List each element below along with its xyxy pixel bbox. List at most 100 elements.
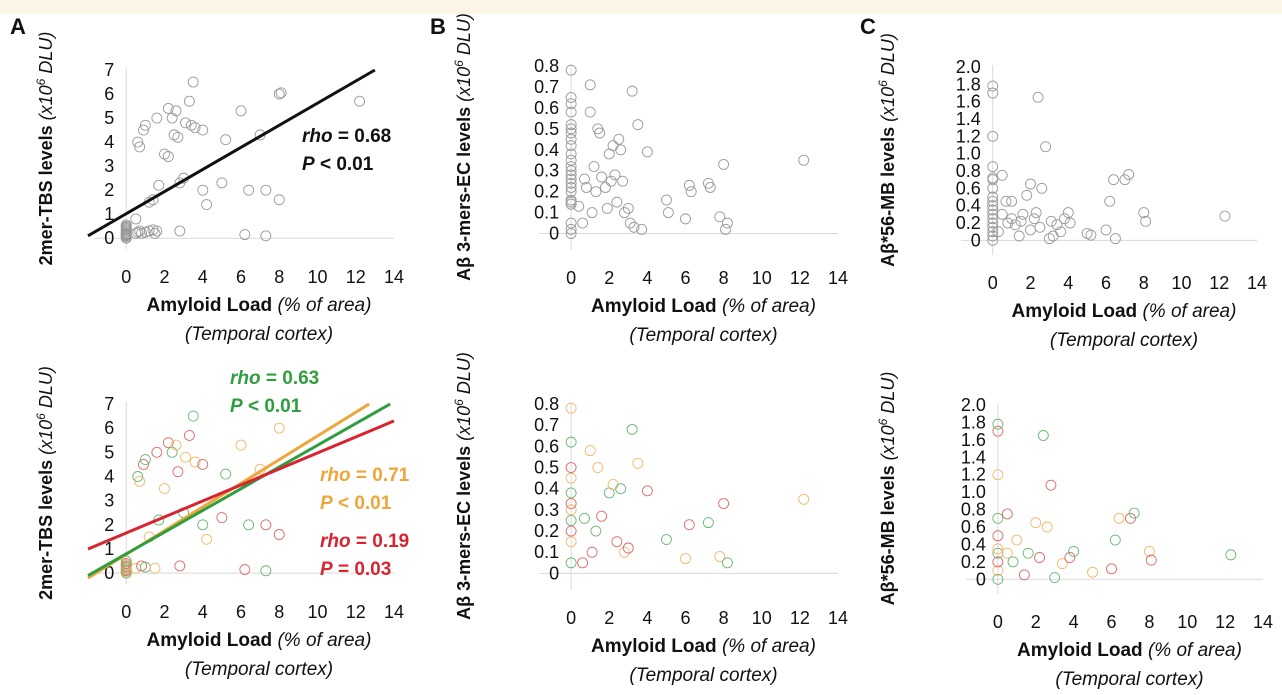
data-point bbox=[992, 226, 1004, 238]
rho-annotation: rho = 0.68 bbox=[302, 126, 391, 147]
data-point bbox=[1068, 545, 1080, 557]
data-point bbox=[130, 562, 142, 574]
data-point bbox=[1007, 556, 1019, 568]
panel-letter-a: A bbox=[10, 14, 26, 39]
data-point bbox=[1104, 195, 1116, 207]
data-point bbox=[1045, 215, 1057, 227]
data-point bbox=[172, 131, 184, 143]
data-point bbox=[592, 462, 604, 473]
data-point bbox=[992, 573, 1004, 585]
data-point bbox=[987, 217, 999, 229]
y-tick-label: 0 bbox=[976, 569, 986, 589]
data-point bbox=[243, 519, 255, 531]
x-axis-label: Amyloid Load (% of area) bbox=[1017, 640, 1242, 661]
data-point bbox=[239, 229, 251, 241]
data-point bbox=[714, 551, 726, 562]
data-point bbox=[611, 536, 623, 548]
data-point bbox=[565, 91, 577, 103]
data-point bbox=[1128, 507, 1140, 519]
data-point bbox=[1051, 219, 1063, 231]
x-tick-label: 12 bbox=[346, 267, 366, 287]
trendline-green bbox=[87, 402, 391, 577]
data-point bbox=[992, 425, 1004, 437]
data-point bbox=[120, 558, 132, 569]
data-point bbox=[683, 179, 695, 191]
data-point bbox=[565, 161, 577, 172]
data-point bbox=[1030, 517, 1042, 529]
x-axis-label: Amyloid Load (% of area) bbox=[147, 295, 372, 316]
data-point bbox=[201, 533, 213, 545]
data-point bbox=[1100, 224, 1112, 236]
data-point bbox=[235, 439, 247, 451]
data-point bbox=[987, 221, 999, 233]
data-point bbox=[992, 530, 1004, 542]
data-point bbox=[139, 454, 151, 466]
data-point bbox=[1062, 207, 1074, 219]
x-tick-label: 6 bbox=[1106, 612, 1116, 632]
y-tick-label: 0.2 bbox=[961, 552, 986, 572]
y-tick-label: 1.8 bbox=[961, 412, 986, 432]
data-point bbox=[120, 219, 132, 231]
data-point bbox=[180, 117, 191, 129]
data-point bbox=[565, 123, 577, 135]
data-point bbox=[130, 213, 142, 225]
data-point bbox=[170, 105, 182, 117]
x-tick-label: 2 bbox=[1031, 612, 1041, 632]
data-point bbox=[622, 542, 634, 554]
data-point bbox=[1015, 215, 1027, 227]
data-point bbox=[1087, 566, 1099, 578]
data-point bbox=[718, 158, 730, 170]
x-tick-label: 0 bbox=[566, 608, 576, 628]
data-point bbox=[586, 546, 598, 558]
y-tick-label: 1.4 bbox=[956, 109, 981, 129]
data-point bbox=[1001, 508, 1013, 520]
chart-c-top: 00.20.40.60.81.01.21.41.61.82.00 2 4 6 8 10 12… bbox=[876, 33, 1267, 351]
data-point bbox=[718, 498, 730, 509]
data-point bbox=[166, 112, 178, 124]
data-point bbox=[1041, 521, 1053, 533]
data-point bbox=[615, 483, 627, 495]
data-point bbox=[714, 211, 726, 223]
y-tick-label: 6 bbox=[104, 84, 114, 104]
data-point bbox=[138, 124, 149, 136]
data-point bbox=[596, 171, 608, 183]
data-point bbox=[260, 184, 272, 196]
data-point bbox=[565, 402, 577, 414]
x-tick-label: 4 bbox=[1063, 273, 1073, 293]
data-point bbox=[1002, 217, 1014, 229]
x-tick-label: 8 bbox=[1144, 612, 1154, 632]
y-tick-label: 1.6 bbox=[956, 92, 981, 112]
y-tick-label: 1.6 bbox=[961, 430, 986, 450]
x-axis-label: Amyloid Load (% of area) bbox=[147, 630, 372, 651]
data-point bbox=[132, 471, 144, 482]
data-point bbox=[565, 217, 577, 229]
y-tick-label: 0.1 bbox=[534, 542, 559, 562]
data-point bbox=[1018, 569, 1030, 581]
data-point bbox=[565, 194, 577, 206]
data-point bbox=[273, 194, 285, 206]
data-point bbox=[220, 134, 232, 146]
trendline-red bbox=[87, 419, 395, 551]
y-tick-label: 0.2 bbox=[534, 182, 559, 202]
rho-annotation: rho = 0.19 bbox=[320, 531, 409, 552]
data-point bbox=[1025, 178, 1036, 190]
data-point bbox=[1143, 545, 1155, 557]
data-point bbox=[565, 133, 577, 145]
y-tick-label: 0.4 bbox=[961, 534, 986, 554]
data-point bbox=[185, 119, 197, 131]
data-point bbox=[239, 564, 251, 575]
data-point bbox=[624, 217, 636, 229]
x-tick-label: 10 bbox=[752, 608, 772, 628]
x-tick-label: 8 bbox=[1139, 273, 1149, 293]
data-point bbox=[1109, 233, 1121, 245]
data-point bbox=[1028, 213, 1040, 225]
x-tick-label: 8 bbox=[274, 602, 284, 622]
data-point bbox=[680, 213, 691, 225]
data-point bbox=[565, 119, 577, 131]
y-tick-label: 1.2 bbox=[961, 465, 986, 485]
x-tick-label: 0 bbox=[566, 268, 576, 288]
data-point bbox=[992, 512, 1004, 524]
data-point bbox=[615, 144, 627, 156]
data-point bbox=[601, 202, 613, 214]
